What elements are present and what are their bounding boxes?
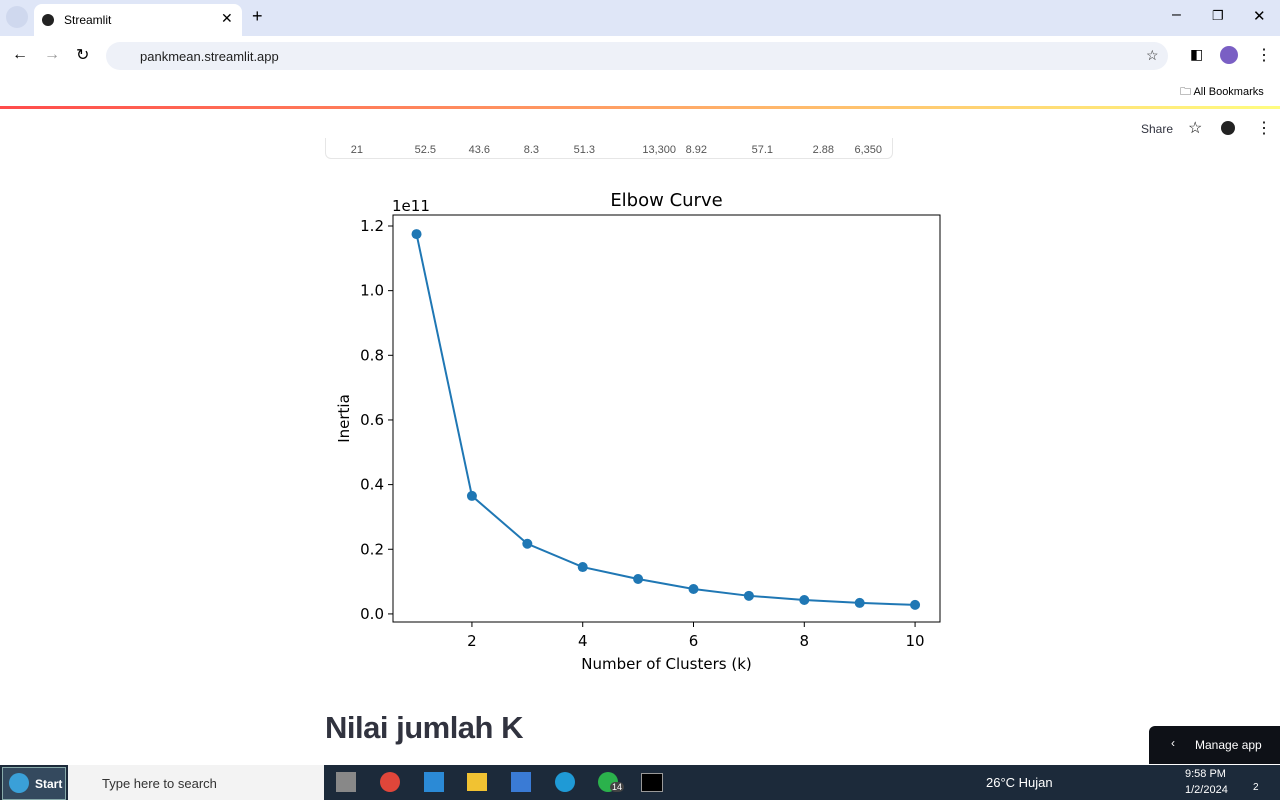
badge: 14	[610, 782, 625, 792]
marker	[577, 562, 588, 573]
chart: Elbow Curve 1e11 Number of Clusters (k) Ine…	[335, 190, 941, 673]
y-tick-label: 0.6	[360, 411, 384, 429]
close[interactable]: ✕	[1253, 8, 1266, 25]
minimize[interactable]: –	[1172, 6, 1181, 23]
tab-title: Streamlit	[64, 13, 112, 27]
app-menu[interactable]: ⋮	[1256, 120, 1272, 137]
marker	[411, 229, 422, 240]
tab-close[interactable]: ✕	[221, 10, 233, 26]
time[interactable]: 9:58 PM	[1185, 768, 1226, 780]
table-cell: 8.92	[685, 144, 707, 156]
start-icon	[9, 773, 29, 793]
table-row: 21 52.5 43.6 8.3 51.3 13,300 8.92 57.1 2.88 6,350	[325, 138, 893, 159]
forward[interactable]: →	[44, 46, 60, 63]
marker	[466, 490, 477, 501]
tab-bar: Streamlit ✕ + – ❐ ✕	[0, 0, 1280, 36]
y-tick-label: 0.2	[360, 540, 384, 558]
photos[interactable]	[511, 772, 531, 792]
date[interactable]: 1/2/2024	[1185, 784, 1228, 796]
marker	[522, 538, 533, 549]
taskbar: Start Type here to search 14 26°C Hujan …	[0, 765, 1280, 800]
decoration	[0, 106, 1280, 109]
x-tick-label: 6	[689, 632, 699, 650]
marker	[688, 584, 699, 595]
table-cell: 6,350	[854, 144, 882, 156]
table-cell: 57.1	[751, 144, 773, 156]
table-cell: 8.3	[523, 144, 539, 156]
url: pankmean.streamlit.app	[140, 49, 279, 64]
vscode[interactable]	[424, 772, 444, 792]
address-bar[interactable]: pankmean.streamlit.app ☆	[106, 42, 1168, 70]
edge[interactable]	[555, 772, 575, 792]
terminal[interactable]	[641, 773, 663, 792]
y-axis-label: Inertia	[335, 394, 353, 443]
explorer[interactable]	[467, 773, 487, 791]
plot-frame	[392, 214, 941, 623]
x-tick-label: 2	[467, 632, 477, 650]
table-cell: 43.6	[468, 144, 490, 156]
profile[interactable]	[1220, 46, 1238, 64]
table-cell: 13,300	[642, 144, 676, 156]
star[interactable]: ☆	[1188, 120, 1203, 137]
y-tick-label: 0.8	[360, 346, 384, 364]
tab[interactable]: Streamlit ✕	[34, 4, 242, 36]
manage-app[interactable]: ‹ Manage app	[1149, 726, 1280, 764]
y-offset: 1e11	[392, 197, 430, 215]
marker	[799, 595, 810, 606]
x-tick-label: 8	[800, 632, 810, 650]
new-tab[interactable]: +	[252, 6, 263, 26]
side-panel[interactable]: ◧	[1190, 46, 1204, 62]
manage-label: Manage app	[1195, 738, 1262, 752]
table-cell: 51.3	[573, 144, 595, 156]
y-tick-label: 0.4	[360, 476, 384, 494]
x-axis-label: Number of Clusters (k)	[581, 655, 751, 673]
back[interactable]: ←	[12, 46, 28, 63]
marker	[854, 597, 865, 608]
heading: Nilai jumlah K	[325, 710, 523, 745]
bookmark-star[interactable]: ☆	[1146, 47, 1159, 63]
x-tick-label: 4	[578, 632, 588, 650]
x-tick-label: 10	[906, 632, 925, 650]
bookmarks-bar: 🗀 All Bookmarks	[0, 76, 1280, 107]
chrome[interactable]	[380, 772, 400, 792]
weather[interactable]: 26°C Hujan	[986, 775, 1053, 790]
table-cell: 52.5	[414, 144, 436, 156]
marker	[910, 599, 921, 610]
line	[415, 233, 916, 606]
share[interactable]: Share	[1141, 122, 1174, 136]
whatsapp[interactable]: 14	[598, 772, 625, 792]
all-bookmarks[interactable]: 🗀 All Bookmarks	[1180, 86, 1264, 98]
tab-search[interactable]	[6, 6, 28, 28]
marker	[743, 590, 754, 601]
search-box[interactable]: Type here to search	[68, 765, 324, 800]
y-tick-label: 1.0	[360, 282, 384, 300]
start[interactable]: Start	[2, 767, 66, 800]
table-cell: 21	[350, 144, 363, 156]
marker	[633, 574, 644, 585]
table-cell: 2.88	[812, 144, 834, 156]
y-tick-label: 0.0	[360, 605, 384, 623]
settings[interactable]	[336, 772, 356, 792]
chart-title: Elbow Curve	[610, 190, 722, 211]
search-label: Type here to search	[102, 776, 217, 791]
favicon	[42, 14, 54, 26]
all-bookmarks-label: All Bookmarks	[1193, 86, 1264, 98]
menu[interactable]: ⋮	[1256, 47, 1272, 64]
reload[interactable]: ↻	[76, 47, 90, 64]
notif-badge[interactable]: 2	[1253, 782, 1259, 793]
y-tick-label: 1.2	[360, 217, 384, 235]
start-label: Start	[35, 777, 63, 791]
github[interactable]	[1221, 121, 1235, 135]
restore[interactable]: ❐	[1212, 8, 1224, 23]
